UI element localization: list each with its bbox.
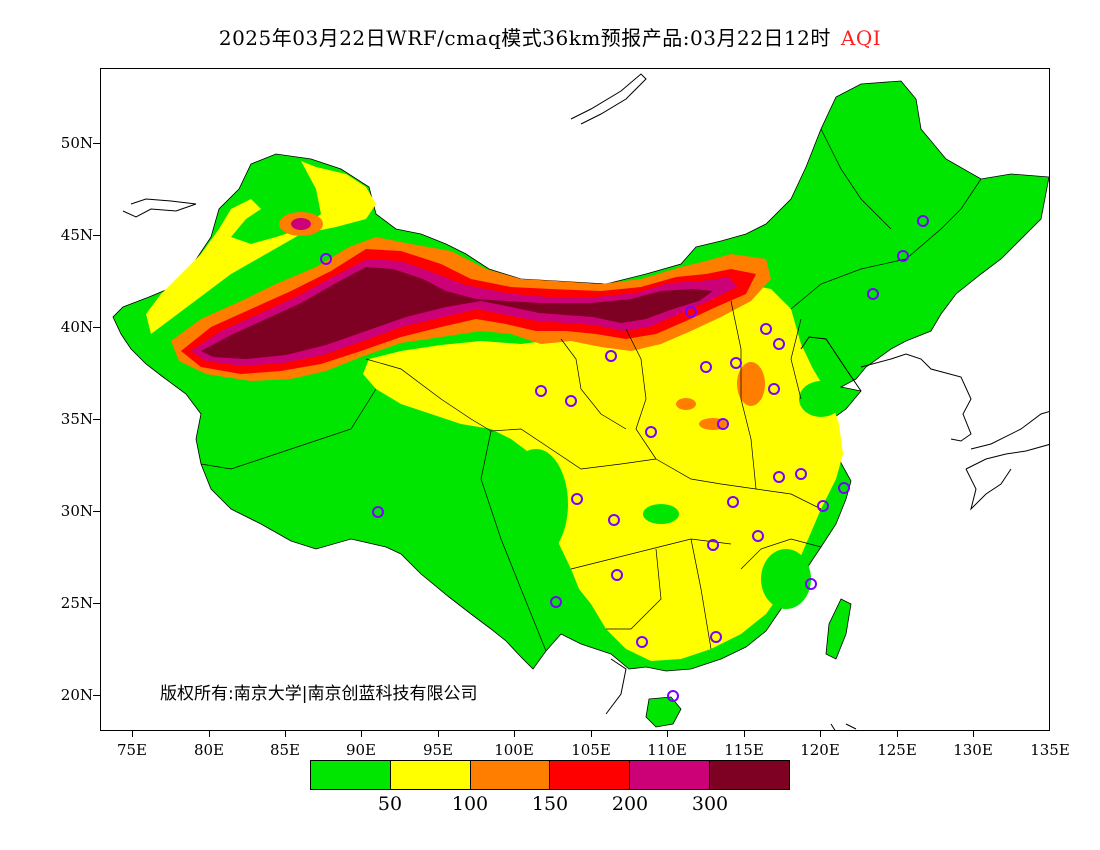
lat-tick bbox=[93, 695, 100, 696]
lon-tick bbox=[897, 731, 898, 737]
lon-tick bbox=[514, 731, 515, 737]
lon-label: 100E bbox=[494, 741, 534, 759]
lat-label: 35N bbox=[60, 410, 93, 428]
lat-tick bbox=[93, 511, 100, 512]
hainan-island bbox=[645, 696, 682, 728]
colorbar-label: 300 bbox=[691, 793, 729, 815]
lat-tick bbox=[93, 235, 100, 236]
lon-tick bbox=[209, 731, 210, 737]
colorbar-label: 50 bbox=[377, 793, 403, 815]
colorbar-segment-good bbox=[311, 761, 391, 789]
good-patch-shandong bbox=[799, 381, 843, 417]
colorbar-segment-sensitive bbox=[470, 761, 551, 789]
lat-tick bbox=[93, 143, 100, 144]
lat-label: 30N bbox=[60, 502, 93, 520]
aqi-colorbar bbox=[310, 760, 790, 790]
lon-label: 75E bbox=[116, 741, 148, 759]
lon-label: 130E bbox=[953, 741, 993, 759]
colorbar-label: 200 bbox=[611, 793, 649, 815]
aqi-map bbox=[112, 73, 1049, 730]
lon-tick bbox=[973, 731, 974, 737]
lon-label: 80E bbox=[193, 741, 225, 759]
lon-label: 125E bbox=[877, 741, 917, 759]
title-variable: AQI bbox=[840, 26, 882, 50]
region-moderate-northwest bbox=[146, 161, 376, 334]
lon-tick bbox=[132, 731, 133, 737]
lat-tick bbox=[93, 419, 100, 420]
lon-label: 85E bbox=[269, 741, 301, 759]
hotspot-hebei bbox=[737, 362, 765, 406]
map-title: 2025年03月22日WRF/cmaq模式36km预报产品:03月22日12时 A… bbox=[0, 22, 1100, 51]
lon-label: 110E bbox=[647, 741, 687, 759]
good-patch-hubei bbox=[643, 504, 679, 524]
region-hazardous bbox=[201, 267, 713, 359]
hotspot-shaanxi bbox=[676, 398, 696, 410]
province-borders bbox=[200, 128, 982, 652]
lon-label: 115E bbox=[724, 741, 764, 759]
lon-tick bbox=[438, 731, 439, 737]
colorbar-label: 150 bbox=[531, 793, 569, 815]
lon-tick bbox=[667, 731, 668, 737]
lon-label: 95E bbox=[422, 741, 454, 759]
taiwan-island bbox=[825, 598, 852, 660]
lon-tick bbox=[285, 731, 286, 737]
lat-label: 50N bbox=[60, 134, 93, 152]
colorbar-segment-moderate bbox=[390, 761, 471, 789]
lat-tick bbox=[93, 327, 100, 328]
lon-label: 135E bbox=[1030, 741, 1070, 759]
lon-tick bbox=[361, 731, 362, 737]
good-patch-sichuan bbox=[504, 449, 568, 559]
lon-label: 90E bbox=[345, 741, 377, 759]
lat-label: 25N bbox=[60, 594, 93, 612]
copyright-text: 版权所有:南京大学|南京创蓝科技有限公司 bbox=[160, 684, 478, 704]
lat-label: 40N bbox=[60, 318, 93, 336]
colorbar-label: 100 bbox=[451, 793, 489, 815]
lon-label: 120E bbox=[800, 741, 840, 759]
colorbar-segment-very-unhealthy bbox=[630, 761, 711, 789]
colorbar-segment-hazardous bbox=[710, 761, 789, 789]
neighbour-coastlines bbox=[122, 73, 1049, 730]
lon-label: 105E bbox=[571, 741, 611, 759]
map-frame[interactable] bbox=[100, 68, 1050, 731]
lon-tick bbox=[591, 731, 592, 737]
station-markers bbox=[320, 215, 929, 702]
lat-tick bbox=[93, 603, 100, 604]
title-text: 2025年03月22日WRF/cmaq模式36km预报产品:03月22日12时 bbox=[218, 26, 831, 50]
lon-tick bbox=[744, 731, 745, 737]
lon-tick bbox=[820, 731, 821, 737]
good-patch-fujian bbox=[761, 549, 811, 609]
colorbar-segment-unhealthy bbox=[550, 761, 631, 789]
lat-label: 20N bbox=[60, 686, 93, 704]
lat-label: 45N bbox=[60, 226, 93, 244]
region-moderate-east bbox=[363, 284, 843, 661]
hotspot-north-xinjiang-core bbox=[291, 218, 311, 230]
